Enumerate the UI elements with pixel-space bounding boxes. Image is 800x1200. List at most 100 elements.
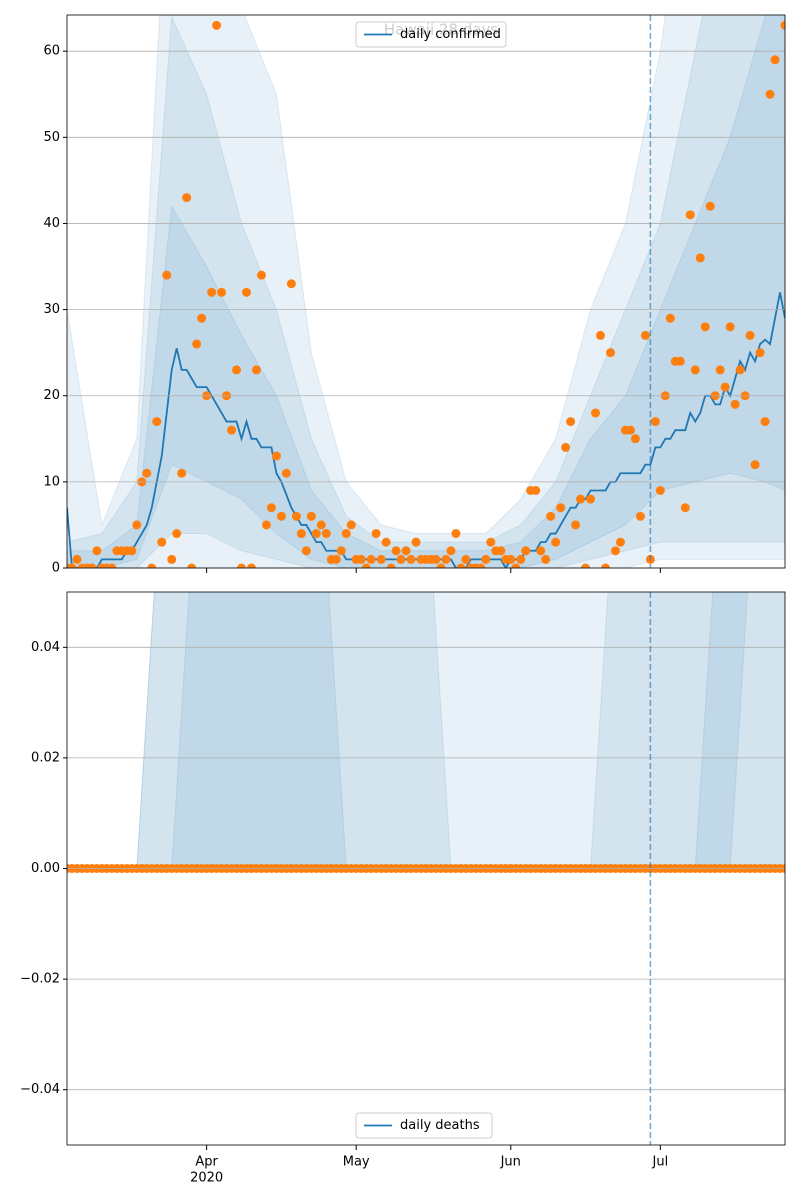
data-point	[436, 563, 446, 568]
data-point	[541, 554, 551, 564]
data-point	[615, 537, 625, 547]
data-point	[107, 563, 117, 568]
data-point	[271, 451, 281, 461]
data-point	[286, 279, 296, 289]
data-point	[680, 503, 690, 513]
data-point	[227, 425, 237, 435]
data-point	[531, 485, 541, 495]
legend-box	[355, 21, 507, 48]
data-point	[246, 563, 256, 568]
data-point	[635, 511, 645, 521]
data-point	[581, 563, 591, 568]
data-point	[192, 339, 202, 349]
data-point	[346, 520, 356, 530]
data-point	[705, 201, 715, 211]
data-point	[187, 563, 197, 568]
data-point	[700, 322, 710, 332]
data-point	[610, 546, 620, 556]
data-point	[306, 511, 316, 521]
data-point	[625, 425, 635, 435]
data-point	[92, 546, 102, 556]
y-tick-label: 40	[43, 216, 60, 231]
data-point	[261, 520, 271, 530]
data-point	[356, 554, 366, 564]
legend-label: daily confirmed	[400, 27, 501, 42]
data-point	[167, 554, 177, 564]
data-point	[242, 287, 251, 297]
y-tick-label: 0	[52, 561, 60, 576]
data-point	[386, 563, 396, 568]
data-point	[182, 193, 192, 203]
data-point	[730, 399, 740, 409]
data-point	[725, 322, 735, 332]
y-tick-label: −0.02	[20, 972, 60, 987]
data-point	[251, 365, 261, 375]
data-point	[511, 563, 521, 568]
data-point	[336, 546, 346, 556]
data-point	[276, 511, 286, 521]
data-point	[316, 520, 326, 530]
y-tick-label: 0.00	[31, 861, 60, 876]
y-tick-label: 30	[43, 302, 60, 317]
legend-label: daily deaths	[400, 1118, 480, 1133]
data-point	[232, 365, 242, 375]
data-point	[536, 546, 546, 556]
data-point	[695, 253, 705, 263]
data-point	[630, 434, 640, 444]
data-point	[591, 408, 601, 418]
data-point	[456, 563, 466, 568]
data-point	[521, 546, 531, 556]
data-point	[381, 537, 391, 547]
legend: daily deaths	[355, 1112, 493, 1139]
data-point	[735, 365, 745, 375]
x-tick-label: Apr	[195, 1155, 218, 1170]
data-point	[147, 563, 157, 568]
data-point	[566, 417, 576, 427]
data-point	[506, 554, 516, 564]
data-point	[266, 503, 276, 513]
data-point	[291, 511, 301, 521]
data-point	[237, 563, 247, 568]
data-point	[551, 537, 561, 547]
x-tick-sublabel: 2020	[190, 1171, 223, 1186]
data-point	[441, 554, 451, 564]
data-point	[67, 563, 77, 568]
data-point	[217, 287, 227, 297]
data-point	[301, 546, 311, 556]
plot-area	[67, 15, 785, 568]
data-point	[451, 529, 461, 539]
data-point	[596, 330, 606, 340]
data-point	[72, 554, 82, 564]
data-point	[132, 520, 142, 530]
data-point	[715, 365, 725, 375]
x-tick-label: May	[343, 1155, 370, 1170]
data-point	[755, 348, 765, 358]
data-point	[152, 417, 162, 427]
data-point	[296, 529, 306, 539]
data-point	[281, 468, 291, 478]
data-point	[655, 485, 665, 495]
data-point	[311, 529, 321, 539]
y-tick-label: 10	[43, 474, 60, 489]
legend-box	[355, 1112, 493, 1139]
data-point	[371, 529, 381, 539]
data-point	[172, 529, 182, 539]
data-point	[391, 546, 401, 556]
data-point	[142, 468, 152, 478]
data-point	[496, 546, 506, 556]
data-point	[780, 20, 785, 30]
data-point	[576, 494, 586, 504]
data-point	[546, 511, 556, 521]
data-point	[690, 365, 700, 375]
data-point	[331, 554, 341, 564]
data-point	[770, 55, 780, 65]
axes-frame	[66, 591, 786, 1146]
data-point	[162, 270, 172, 280]
legend: daily confirmed	[355, 21, 507, 48]
data-point	[481, 554, 491, 564]
data-point	[640, 330, 650, 340]
data-point	[605, 348, 615, 358]
data-point	[571, 520, 581, 530]
data-point	[157, 537, 167, 547]
